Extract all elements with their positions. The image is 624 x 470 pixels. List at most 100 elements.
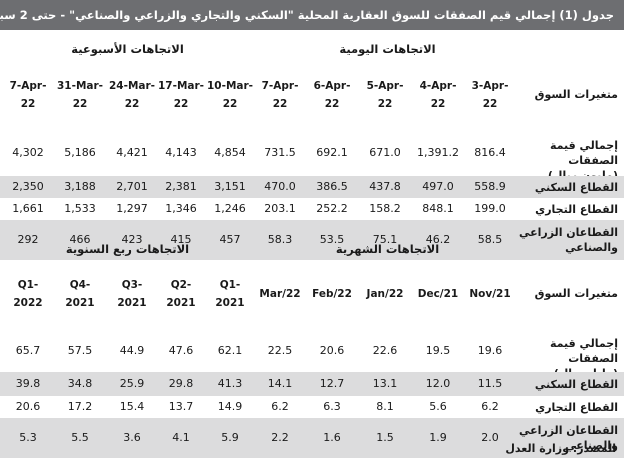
column-header-line: 3-Apr- — [471, 80, 509, 92]
table-cell: 415 — [170, 233, 192, 246]
column-header-line: 7-Apr- — [261, 80, 299, 92]
table-cell: 437.8 — [369, 180, 401, 193]
table-cell: 75.1 — [372, 233, 398, 246]
column-header: Mar/22 — [255, 285, 305, 303]
column-header: Q2- 2021 — [156, 276, 206, 312]
column-header: 7-Apr- 22 — [3, 77, 53, 113]
table-row: القطاع السكني 11.5 12.0 13.1 12.7 14.1 41.3 29.… — [0, 372, 624, 396]
column-header-line: Mar/22 — [259, 288, 301, 300]
column-header-line: Q1- — [17, 279, 39, 291]
column-header-line: 22 — [377, 98, 393, 110]
table-cell: 57.5 — [67, 344, 93, 357]
table-cell: 58.5 — [477, 233, 503, 246]
table-cell: 6.3 — [323, 400, 341, 413]
row-label-line: القطاعان الزراعي — [518, 424, 618, 437]
column-header-line: 22 — [482, 98, 498, 110]
table-cell: 1,391.2 — [417, 146, 459, 159]
monthly-quarterly-section: الاتجاهات ربع السنوية الاتجاهات الشهرية مت… — [0, 238, 624, 458]
table-row: إجمالي قيمة الصفقات(مليون ريال)816.41,39… — [0, 130, 624, 182]
source-note: المصدر: وزارة العدل — [505, 442, 616, 455]
table-cell: 731.5 — [264, 146, 296, 159]
table-cell: 6.2 — [481, 400, 499, 413]
table-cell: 25.9 — [119, 377, 145, 390]
table-cell: 14.1 — [267, 377, 293, 390]
column-header-line: 22 — [20, 98, 36, 110]
column-header-line: 2022 — [13, 297, 43, 309]
column-header: 7-Apr- 22 — [255, 77, 305, 113]
table-cell: 6.2 — [271, 400, 289, 413]
table-cell: 671.0 — [369, 146, 401, 159]
table-cell: 13.7 — [168, 400, 194, 413]
table-title: جدول (1) إجمالي قيم الصفقات للسوق العقار… — [0, 0, 624, 30]
table-row: القطاع التجاري 6.2 5.6 8.1 6.3 6.2 14.9 13.7 15.… — [0, 396, 624, 418]
table-cell: 47.6 — [168, 344, 194, 357]
column-header-line: Q3- — [121, 279, 143, 291]
group-header-left: الاتجاهات ربع السنوية — [65, 242, 190, 256]
column-header: Nov/21 — [465, 285, 515, 303]
table-cell: 3,151 — [214, 180, 246, 193]
table-cell: 1.5 — [376, 431, 394, 444]
table-cell: 19.6 — [477, 344, 503, 357]
column-header: 31-Mar- 22 — [55, 77, 105, 113]
table-row: القطاعان الزراعي والصناعي 2.0 1.9 1.5 1.6 2.2 5… — [0, 418, 624, 458]
table-cell: 5,186 — [64, 146, 96, 159]
column-header-line: Q1- — [219, 279, 241, 291]
group-header-left: الاتجاهات الأسبوعية — [71, 42, 184, 56]
row-label-line: القطاع التجاري — [535, 202, 618, 216]
table-cell: 29.8 — [168, 377, 194, 390]
column-header: 10-Mar- 22 — [205, 77, 255, 113]
table-cell: 423 — [121, 233, 143, 246]
table-cell: 15.4 — [119, 400, 145, 413]
column-header-line: 7-Apr- — [9, 80, 47, 92]
column-header-line: 22 — [430, 98, 446, 110]
column-header-line: 6-Apr- — [313, 80, 351, 92]
table-cell: 692.1 — [316, 146, 348, 159]
table-cell: 20.6 — [319, 344, 345, 357]
table-cell: 3,188 — [64, 180, 96, 193]
table-cell: 4,302 — [12, 146, 44, 159]
table-cell: 2.2 — [271, 431, 289, 444]
row-header-label: متغيرات السوق — [534, 88, 618, 101]
table-cell: 2,701 — [116, 180, 148, 193]
row-label: القطاع السكني — [498, 377, 618, 392]
table-cell: 5.3 — [19, 431, 37, 444]
table-cell: 17.2 — [67, 400, 93, 413]
column-header-line: 4-Apr- — [419, 80, 457, 92]
table-row: القطاعان الزراعي والصناعي 58.5 46.2 75.1 53.5… — [0, 220, 624, 260]
row-label-line: القطاع السكني — [534, 377, 618, 391]
table-row: إجمالي قيمة الصفقات(مليار ريال)19.619.52… — [0, 330, 624, 380]
column-header-line: 31-Mar- — [56, 80, 104, 92]
weekly-daily-section: الاتجاهات الأسبوعية الاتجاهات اليومية متغي… — [0, 30, 624, 260]
table-cell: 8.1 — [376, 400, 394, 413]
column-header-line: Dec/21 — [417, 288, 459, 300]
table-cell: 2,350 — [12, 180, 44, 193]
column-header-line: 22 — [72, 98, 88, 110]
table-cell: 62.1 — [217, 344, 243, 357]
table-cell: 4,854 — [214, 146, 246, 159]
row-label-line: القطاع التجاري — [535, 400, 618, 414]
table-cell: 203.1 — [264, 202, 296, 215]
table-cell: 4.1 — [172, 431, 190, 444]
row-label-line: القطاع السكني — [534, 180, 618, 194]
table-cell: 5.6 — [429, 400, 447, 413]
column-header-line: 5-Apr- — [366, 80, 404, 92]
column-header-line: 24-Mar- — [108, 80, 156, 92]
column-header-line: 2021 — [215, 297, 245, 309]
row-label: القطاع التجاري — [498, 400, 618, 415]
table-cell: 46.2 — [425, 233, 451, 246]
table-row: القطاع التجاري 199.0 848.1 158.2 252.2 203.1 1… — [0, 198, 624, 220]
table-cell: 44.9 — [119, 344, 145, 357]
column-header: 5-Apr- 22 — [360, 77, 410, 113]
row-label-line: والصناعي — [565, 439, 618, 452]
row-label-line: إجمالي قيمة الصفقات — [549, 139, 618, 167]
column-header: Jan/22 — [360, 285, 410, 303]
group-header-right: الاتجاهات الشهرية — [335, 242, 440, 256]
column-header-line: 17-Mar- — [157, 80, 205, 92]
column-header: 3-Apr- 22 — [465, 77, 515, 113]
column-header: Q1- 2021 — [205, 276, 255, 312]
table-cell: 12.7 — [319, 377, 345, 390]
table-cell: 1.6 — [323, 431, 341, 444]
table-cell: 5.9 — [221, 431, 239, 444]
column-header: Dec/21 — [413, 285, 463, 303]
table-cell: 1,661 — [12, 202, 44, 215]
